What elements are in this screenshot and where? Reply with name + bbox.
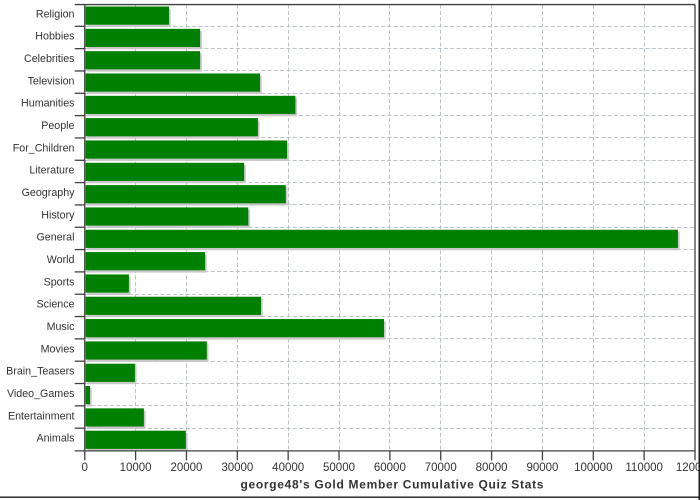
svg-text:110000: 110000 [625,462,663,474]
svg-text:World: World [47,254,75,266]
svg-text:Humanities: Humanities [21,98,74,110]
svg-text:Hobbies: Hobbies [35,31,74,43]
svg-text:george48's Gold Member Cumulat: george48's Gold Member Cumulative Quiz S… [240,478,544,492]
svg-text:70000: 70000 [425,462,457,474]
svg-text:60000: 60000 [374,462,406,474]
svg-text:Brain_Teasers: Brain_Teasers [6,366,74,378]
svg-text:People: People [41,120,74,132]
svg-text:100000: 100000 [574,462,612,474]
svg-text:Celebrities: Celebrities [24,53,75,65]
svg-text:120000: 120000 [676,462,700,474]
svg-text:20000: 20000 [170,462,202,474]
svg-text:Sports: Sports [44,276,75,288]
svg-text:40000: 40000 [272,462,304,474]
svg-text:General: General [36,232,74,244]
svg-text:Geography: Geography [22,187,76,199]
svg-text:80000: 80000 [476,462,508,474]
svg-text:Music: Music [47,321,76,333]
svg-text:History: History [41,209,75,221]
svg-text:Movies: Movies [41,343,75,355]
svg-text:30000: 30000 [221,462,253,474]
svg-text:90000: 90000 [526,462,558,474]
svg-text:Animals: Animals [36,433,74,445]
svg-text:10000: 10000 [120,462,152,474]
svg-text:Television: Television [28,75,75,87]
svg-text:0: 0 [82,462,88,474]
svg-text:Entertainment: Entertainment [8,410,75,422]
svg-text:Literature: Literature [29,165,74,177]
svg-text:Video_Games: Video_Games [7,388,75,400]
svg-text:Religion: Religion [36,8,75,20]
svg-text:Science: Science [36,299,74,311]
svg-text:50000: 50000 [323,462,355,474]
svg-text:For_Children: For_Children [13,142,75,154]
